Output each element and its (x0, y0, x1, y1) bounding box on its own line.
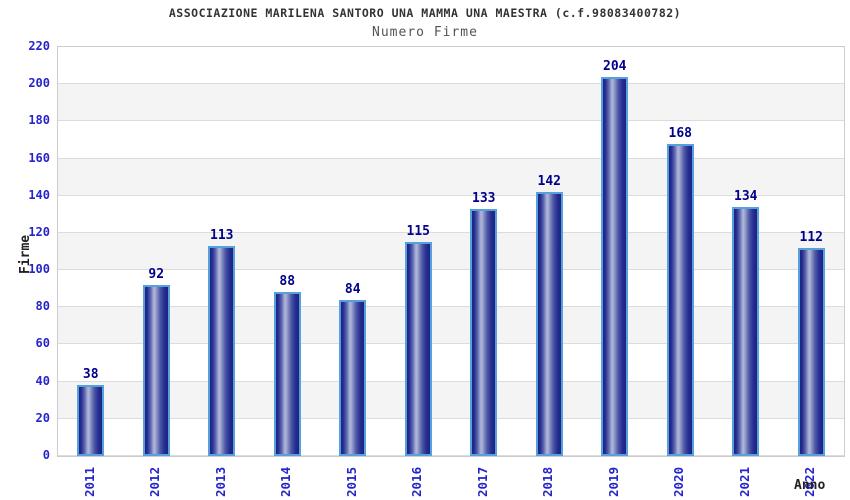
bar-value-label: 115 (406, 224, 430, 240)
grid-band (58, 158, 844, 196)
grid-band (58, 232, 844, 271)
x-axis-label: Anno (794, 478, 826, 493)
plot-area: 38 92 113 88 84 115 133 142 204 168 134 112 (57, 46, 845, 457)
bar-value-label: 38 (82, 367, 99, 383)
x-tick-label: 2021 (736, 466, 752, 497)
x-tick-label: 2015 (343, 466, 359, 497)
bar-2018 (535, 192, 563, 456)
x-tick-label: 2018 (540, 466, 556, 497)
bar-value-label: 168 (668, 125, 692, 141)
bar-value-label: 113 (210, 227, 234, 243)
x-tick-label: 2017 (474, 466, 490, 497)
bar-2016 (404, 242, 432, 456)
grid-band (58, 47, 844, 85)
bar-value-label: 134 (734, 188, 758, 204)
x-tick-label: 2013 (212, 466, 228, 497)
bar-value-label: 142 (537, 174, 561, 190)
grid-band (58, 84, 844, 122)
bar-2017 (470, 208, 498, 456)
bar-value-label: 133 (472, 190, 496, 206)
grid-band (58, 195, 844, 233)
y-tick-label: 80 (35, 299, 50, 314)
bar-value-label: 88 (279, 274, 296, 290)
y-tick-label: 200 (28, 76, 50, 91)
y-tick-label: 100 (28, 262, 50, 277)
y-tick-label: 160 (28, 150, 50, 165)
bar-value-label: 92 (148, 266, 165, 282)
x-tick-label: 2020 (671, 466, 687, 497)
y-tick-label: 180 (28, 113, 50, 128)
grid-band (58, 381, 844, 419)
chart-title: ASSOCIAZIONE MARILENA SANTORO UNA MAMMA … (168, 6, 682, 20)
bar-2012 (142, 284, 170, 456)
x-tick-label: 2019 (605, 466, 621, 497)
grid-band (58, 121, 844, 159)
y-tick-label: 140 (28, 187, 50, 202)
grid-band (58, 418, 844, 456)
bar-2011 (77, 385, 105, 456)
grid-band (58, 307, 844, 345)
bar-2014 (273, 292, 301, 456)
x-tick-label: 2011 (81, 466, 97, 497)
x-tick-label: 2016 (409, 466, 425, 497)
bar-2019 (601, 76, 629, 456)
y-tick-label: 120 (28, 224, 50, 239)
y-tick-label: 40 (35, 373, 50, 388)
bar-2021 (732, 206, 760, 456)
y-tick-label: 0 (42, 448, 50, 462)
y-tick-label: 60 (35, 336, 50, 351)
bar-2020 (666, 143, 694, 456)
chart-subtitle: Numero Firme (372, 25, 478, 40)
grid-band (58, 344, 844, 382)
bar-value-label: 84 (344, 281, 361, 297)
bar-2013 (208, 245, 236, 456)
bar-value-label: 204 (603, 58, 627, 74)
bar-value-label: 112 (799, 229, 823, 245)
grid-band (58, 270, 844, 308)
bar-2015 (339, 299, 367, 456)
y-axis-label: Firme (18, 234, 33, 274)
bar-2022 (797, 247, 825, 456)
y-tick-label: 20 (35, 410, 50, 425)
x-tick-label: 2014 (278, 466, 294, 497)
x-tick-label: 2012 (147, 466, 163, 497)
y-tick-label: 220 (28, 39, 50, 53)
